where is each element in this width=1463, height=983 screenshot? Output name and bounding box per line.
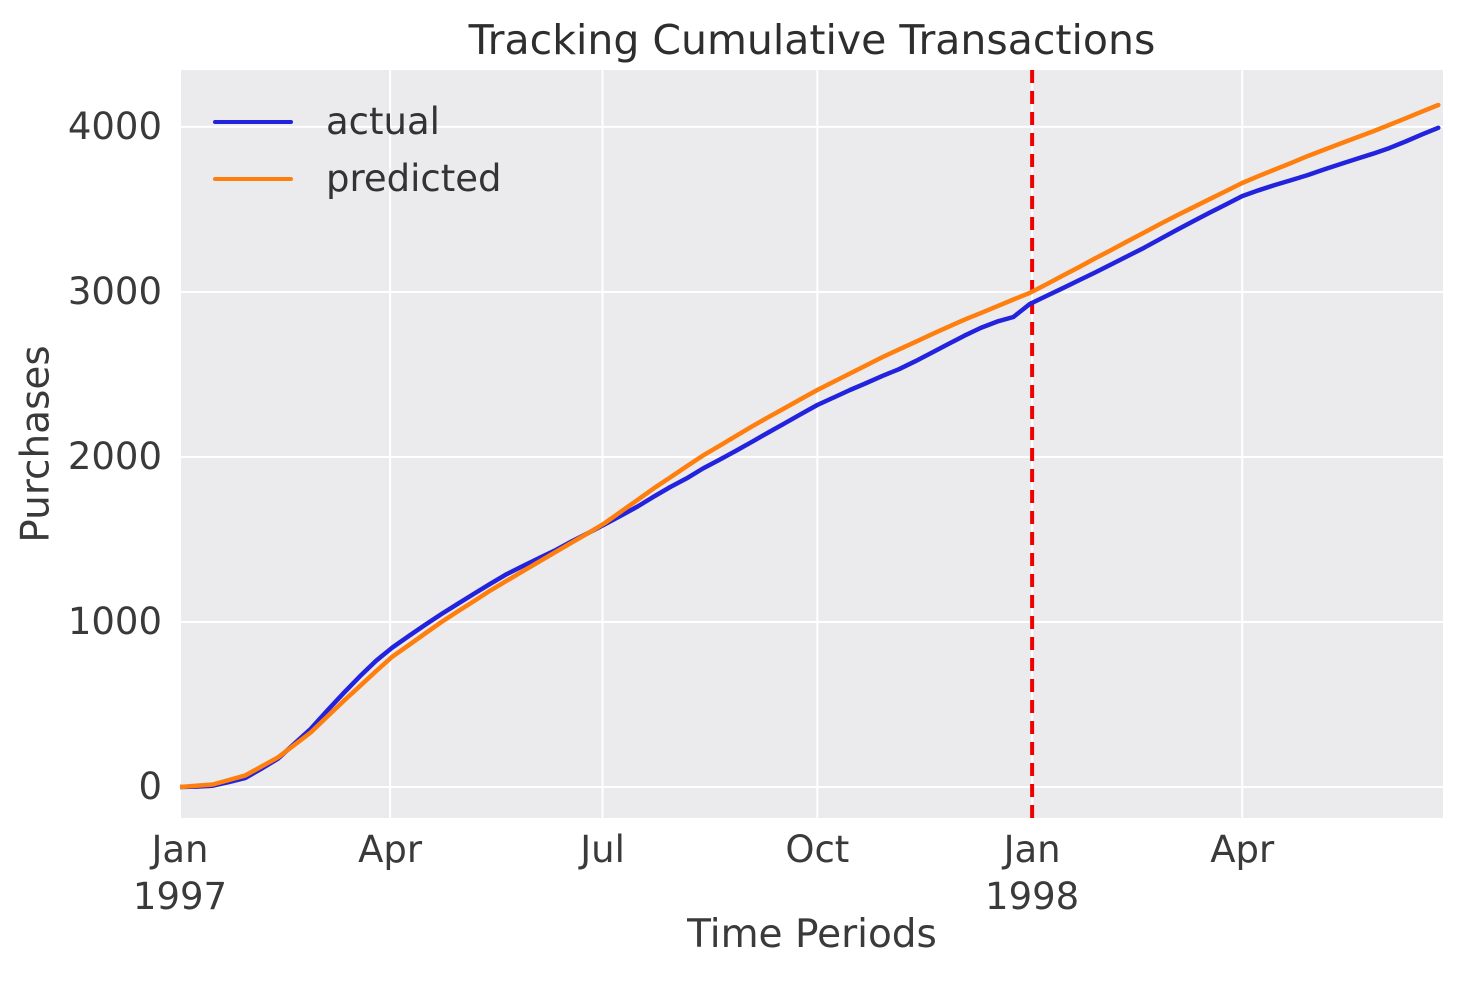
chart-title: Tracking Cumulative Transactions — [468, 16, 1156, 64]
y-tick-label: 4000 — [67, 104, 162, 148]
plot-area — [180, 70, 1443, 818]
x-axis-label: Time Periods — [687, 912, 937, 957]
y-tick-label: 3000 — [67, 269, 162, 313]
legend-line-swatch — [213, 119, 293, 124]
x-tick-label: Apr — [358, 828, 423, 871]
x-tick-label: Apr — [1210, 828, 1275, 871]
x-tick-label: Jul — [580, 828, 625, 871]
legend: actual predicted — [213, 93, 502, 207]
x-tick-label: Oct — [785, 828, 850, 871]
legend-label: actual — [326, 100, 440, 143]
y-tick-label: 0 — [138, 764, 162, 808]
y-tick-label: 2000 — [67, 434, 162, 478]
legend-item-predicted: predicted — [213, 150, 502, 207]
chart-canvas — [180, 70, 1443, 818]
y-tick-label: 1000 — [67, 599, 162, 643]
legend-line-swatch — [213, 176, 293, 181]
legend-item-actual: actual — [213, 93, 502, 150]
x-tick-label: Jan 1997 — [132, 828, 228, 918]
predicted-line — [180, 102, 1441, 790]
legend-label: predicted — [326, 157, 502, 200]
y-axis-label: Purchases — [13, 345, 59, 543]
x-tick-label: Jan 1998 — [985, 828, 1080, 918]
actual-line — [180, 125, 1441, 790]
